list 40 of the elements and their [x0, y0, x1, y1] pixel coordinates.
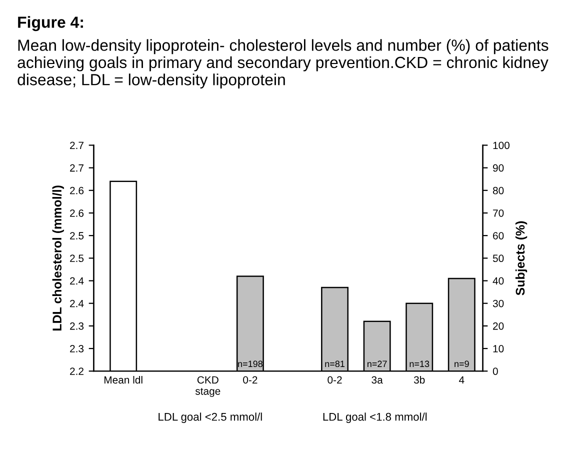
annotation: n=9 — [454, 360, 469, 368]
annotation: n=13 — [410, 360, 430, 368]
y-axis-title: LDL cholesterol (mmol/l) — [52, 186, 64, 330]
y2-tick-label: 100 — [493, 142, 510, 150]
y-tick-label: 2.7 — [70, 164, 84, 172]
y2-tick-label: 90 — [493, 164, 504, 172]
text: LDL goal <1.8 mmol/l — [323, 412, 427, 423]
y-tick-label: 2.6 — [70, 186, 84, 194]
y-tick-label: 2.3 — [70, 322, 84, 330]
annotation: n=81 — [325, 360, 345, 368]
y2-tick-label: 40 — [492, 277, 504, 285]
y2-tick-label: 20 — [493, 322, 504, 330]
x-tick-label: 3a — [372, 376, 383, 384]
y2-tick-label: 60 — [493, 232, 504, 240]
y-tick-label: 2.6 — [70, 209, 84, 217]
x-tick-label: 0-2 — [243, 376, 258, 384]
y-tick-label: 2.2 — [70, 368, 84, 375]
y2-tick-label: 50 — [492, 254, 504, 262]
y2-tick-label: 70 — [493, 209, 504, 217]
x-tick-label: 4 — [458, 376, 464, 384]
y2-tick-label: 0 — [492, 368, 498, 375]
chart-title: Figure 4: — [18, 16, 83, 32]
y-tick-label: 2.7 — [70, 142, 84, 149]
x-tick-label: CKD stage — [195, 376, 220, 397]
y-tick-label: 2.3 — [70, 345, 84, 352]
y2-axis-title: Subjects (%) — [515, 221, 528, 296]
text: LDL goal <2.5 mmol/l — [158, 412, 262, 423]
y-tick-label: 2.5 — [70, 232, 84, 240]
chart-subtitle: Mean low-density lipoprotein- cholesterol levels and number (%) of patients achieving goals in primary and secondary prevention.CKD = chronic kidney disease; LDL = low-density lipoprotein — [18, 39, 548, 88]
y-tick-label: 2.4 — [70, 300, 84, 308]
x-tick-label: 0-2 — [328, 376, 342, 384]
y-tick-label: 2.4 — [70, 277, 84, 285]
annotation: n=27 — [368, 360, 387, 367]
y2-tick-label: 80 — [492, 186, 504, 194]
x-tick-label: Mean ldl — [104, 376, 142, 384]
y2-tick-label: 10 — [493, 345, 504, 352]
annotation: n=198 — [238, 360, 262, 368]
y-tick-label: 2.5 — [70, 254, 84, 262]
x-tick-label: 3b — [414, 376, 425, 384]
y2-tick-label: 30 — [492, 300, 504, 308]
